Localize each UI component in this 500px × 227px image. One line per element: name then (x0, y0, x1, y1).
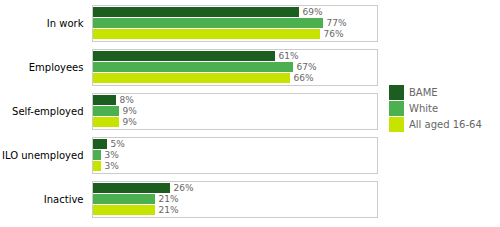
svg-text:61%: 61% (279, 51, 299, 61)
svg-text:26%: 26% (174, 183, 194, 193)
svg-text:Self-employed: Self-employed (12, 106, 83, 117)
svg-text:5%: 5% (111, 139, 126, 149)
svg-text:ILO unemployed: ILO unemployed (2, 150, 83, 161)
svg-text:Employees: Employees (29, 62, 84, 73)
svg-text:In work: In work (47, 18, 84, 29)
svg-text:Inactive: Inactive (44, 194, 84, 205)
svg-text:66%: 66% (294, 73, 314, 83)
svg-text:69%: 69% (303, 7, 323, 17)
svg-text:76%: 76% (324, 29, 344, 39)
svg-text:77%: 77% (327, 18, 347, 28)
svg-text:21%: 21% (159, 194, 179, 204)
svg-text:9%: 9% (123, 117, 138, 127)
html-text:BAME: BAME (409, 86, 438, 98)
svg-text:9%: 9% (123, 106, 138, 116)
svg-text:67%: 67% (297, 62, 317, 72)
svg-text:8%: 8% (120, 95, 135, 105)
svg-text:3%: 3% (105, 150, 120, 160)
html-text:White: White (409, 102, 439, 114)
svg-text:3%: 3% (105, 161, 120, 171)
svg-text:21%: 21% (159, 205, 179, 215)
html-text:All aged 16-64: All aged 16-64 (409, 118, 482, 130)
